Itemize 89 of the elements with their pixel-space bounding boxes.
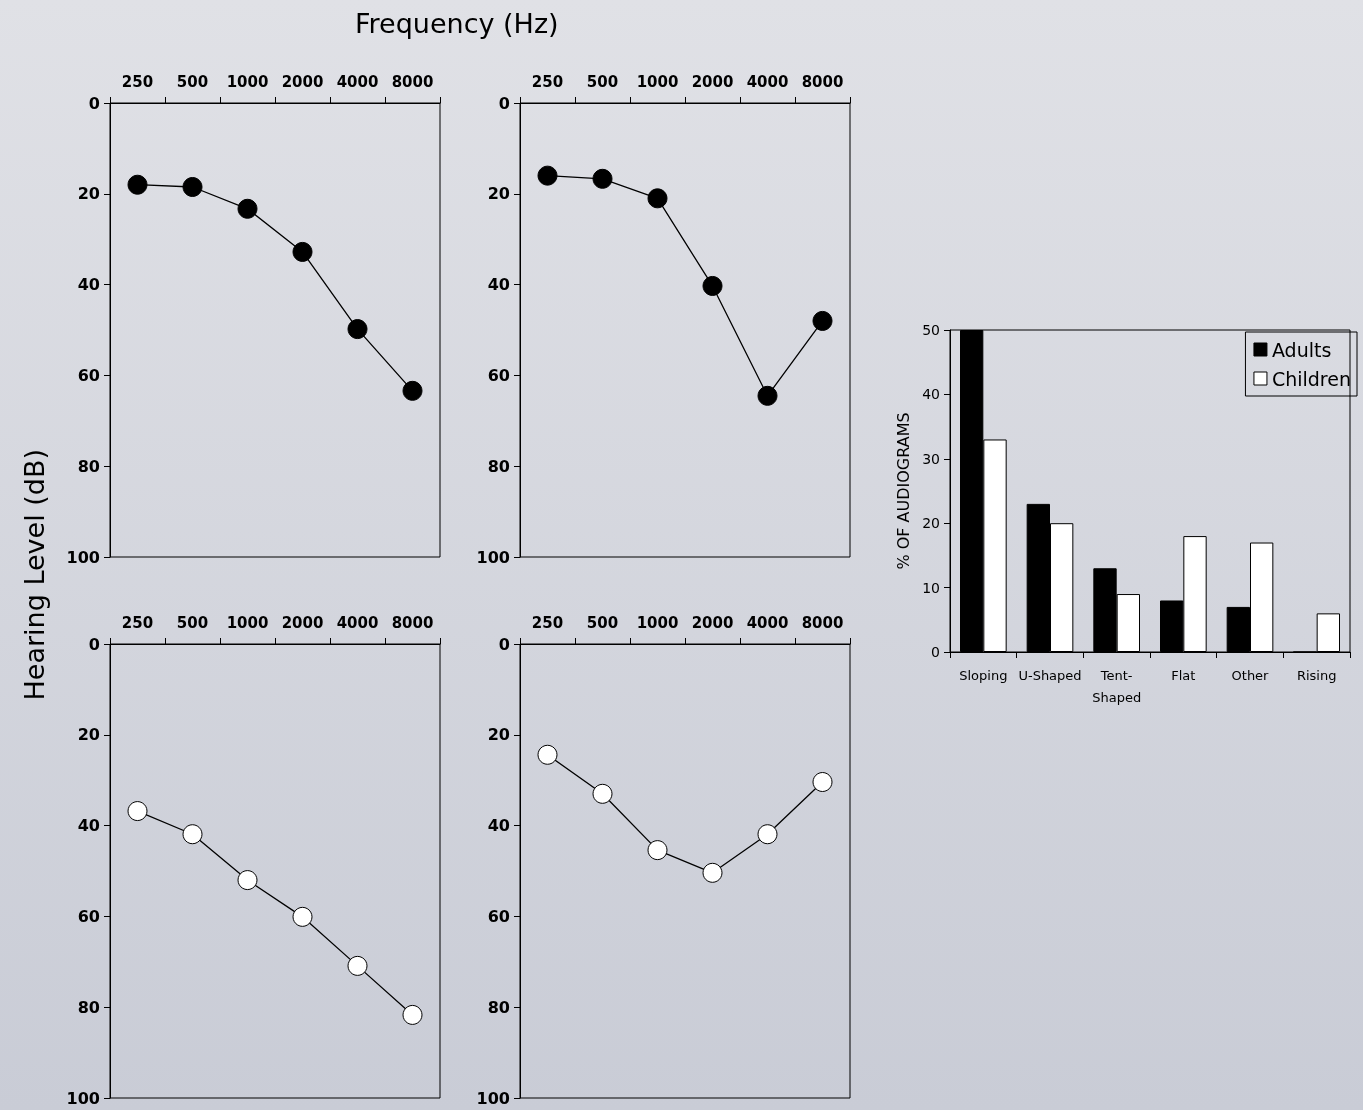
y-tick-label: 80 (77, 997, 100, 1017)
point (402, 380, 423, 401)
y-tick-label: 80 (487, 456, 510, 476)
y-tick-label: 80 (487, 997, 510, 1017)
y-tick-label: 60 (77, 365, 100, 385)
y-tick-label: 40 (77, 816, 100, 836)
x-tick-label: 2000 (691, 613, 734, 632)
y-tick-label: 40 (487, 816, 510, 836)
point (347, 319, 368, 340)
y-tick-label: 60 (487, 365, 510, 385)
x-tick-label: 500 (176, 613, 209, 632)
y-tick-label: 50 (922, 322, 940, 338)
point (127, 801, 148, 822)
point (537, 744, 558, 765)
x-axis-title: Frequency (Hz) (355, 8, 559, 39)
point (182, 176, 203, 197)
y-tick-label: 100 (476, 547, 510, 567)
x-tick-label: 4000 (746, 72, 789, 91)
y-tick-label: 80 (77, 456, 100, 476)
y-tick-label: 20 (77, 184, 100, 204)
x-tick-label: Sloping (959, 667, 1008, 683)
x-tick-label: 4000 (746, 613, 789, 632)
y-tick-label: 30 (922, 450, 940, 467)
y-tick-label: 20 (487, 725, 510, 745)
y-tick-label: 60 (487, 906, 510, 926)
legend-label: Children (1271, 367, 1352, 390)
x-tick-label: Tent-Shaped (1092, 667, 1142, 705)
point (757, 824, 778, 845)
x-tick-label: Other (1231, 667, 1270, 683)
y-tick-label: 60 (77, 906, 100, 926)
x-tick-label: 8000 (801, 72, 844, 91)
x-tick-label: 2000 (281, 72, 324, 91)
y-tick-label: 40 (922, 386, 940, 403)
point (647, 188, 668, 209)
x-tick-label: 500 (586, 613, 619, 632)
point (237, 870, 258, 891)
point (812, 310, 833, 331)
point (702, 275, 723, 296)
point (182, 824, 203, 845)
y-axis-title: Hearing Level (dB) (18, 449, 50, 701)
point (757, 385, 778, 406)
x-tick-label: 8000 (801, 613, 844, 632)
x-tick-label: 250 (121, 72, 154, 91)
x-tick-label: 1000 (636, 72, 679, 91)
x-tick-label: 2000 (691, 72, 734, 91)
x-tick-label: 1000 (226, 72, 269, 91)
point (702, 862, 723, 883)
y-tick-label: 10 (922, 579, 940, 596)
y-tick-label: 0 (88, 634, 100, 654)
point (537, 165, 558, 186)
x-tick-label: 4000 (336, 613, 379, 632)
point (347, 955, 368, 976)
point (237, 198, 258, 219)
x-tick-label: 2000 (281, 613, 324, 632)
point (292, 906, 313, 927)
y-tick-label: 0 (498, 93, 510, 113)
x-tick-label: 1000 (636, 613, 679, 632)
y-tick-label: 0 (88, 93, 100, 113)
x-tick-label: Rising (1296, 667, 1337, 683)
point (647, 840, 668, 861)
point (402, 1004, 423, 1025)
x-tick-label: U-Shaped (1018, 667, 1082, 683)
x-tick-label: 500 (176, 72, 209, 91)
legend-label: Adults (1271, 338, 1332, 361)
y-tick-label: 20 (487, 184, 510, 204)
y-axis-title: % OF AUDIOGRAMS (893, 412, 913, 570)
point (292, 241, 313, 262)
y-tick-label: 100 (66, 547, 100, 567)
point (592, 783, 613, 804)
x-tick-label: 4000 (336, 72, 379, 91)
y-tick-label: 40 (487, 275, 510, 295)
y-tick-label: 100 (66, 1088, 100, 1108)
y-tick-label: 0 (498, 634, 510, 654)
x-tick-label: Flat (1171, 667, 1196, 683)
point (592, 168, 613, 189)
y-tick-label: 40 (77, 275, 100, 295)
x-tick-label: 8000 (391, 613, 434, 632)
point (127, 174, 148, 195)
y-tick-label: 20 (922, 515, 940, 532)
point (812, 772, 833, 793)
x-tick-label: 8000 (391, 72, 434, 91)
x-tick-label: 250 (121, 613, 154, 632)
y-tick-label: 20 (77, 725, 100, 745)
x-tick-label: 1000 (226, 613, 269, 632)
x-tick-label: 250 (531, 72, 564, 91)
y-tick-label: 0 (931, 644, 940, 660)
x-tick-label: 250 (531, 613, 564, 632)
x-tick-label: 500 (586, 72, 619, 91)
y-tick-label: 100 (476, 1088, 510, 1108)
